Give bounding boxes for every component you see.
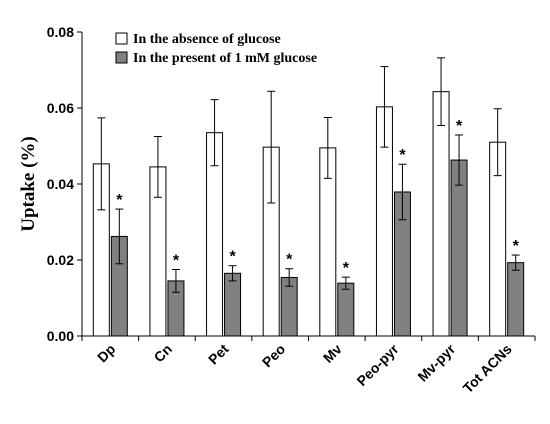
- bar-glucose: [337, 282, 355, 337]
- significance-mark: *: [456, 118, 463, 135]
- legend-label-absence: In the absence of glucose: [133, 32, 281, 47]
- legend-swatch-absence: [115, 32, 128, 45]
- significance-mark: *: [513, 238, 520, 255]
- y-tick-label: 0.06: [47, 100, 74, 116]
- x-category-label: Peo: [259, 341, 288, 370]
- significance-mark: *: [116, 192, 123, 209]
- y-axis-title: Uptake (%): [18, 136, 39, 232]
- x-category-label: Mv-pyr: [414, 340, 458, 384]
- x-category-label: Cn: [151, 341, 176, 366]
- significance-mark: *: [399, 147, 406, 164]
- x-category-label: Dp: [94, 341, 119, 366]
- x-category-label: Tot ACNs: [459, 341, 514, 396]
- y-tick-label: 0.08: [47, 24, 74, 40]
- bar-glucose: [224, 272, 242, 337]
- bar-glucose: [450, 159, 468, 337]
- bar-glucose: [507, 262, 525, 337]
- y-tick-label: 0.04: [47, 176, 74, 192]
- bar-absence: [432, 91, 450, 337]
- y-tick-label: 0.02: [47, 252, 74, 268]
- x-category-label: Pet: [205, 341, 232, 368]
- legend-swatch-glucose: [115, 51, 128, 64]
- x-category-label: Peo-pyr: [353, 340, 402, 389]
- x-category-label: Mv: [320, 341, 345, 366]
- significance-mark: *: [173, 253, 180, 270]
- legend-label-glucose: In the present of 1 mM glucose: [133, 51, 317, 66]
- significance-mark: *: [286, 252, 293, 269]
- y-tick-label: 0.00: [47, 328, 74, 344]
- significance-mark: *: [229, 249, 236, 266]
- significance-mark: *: [343, 260, 350, 277]
